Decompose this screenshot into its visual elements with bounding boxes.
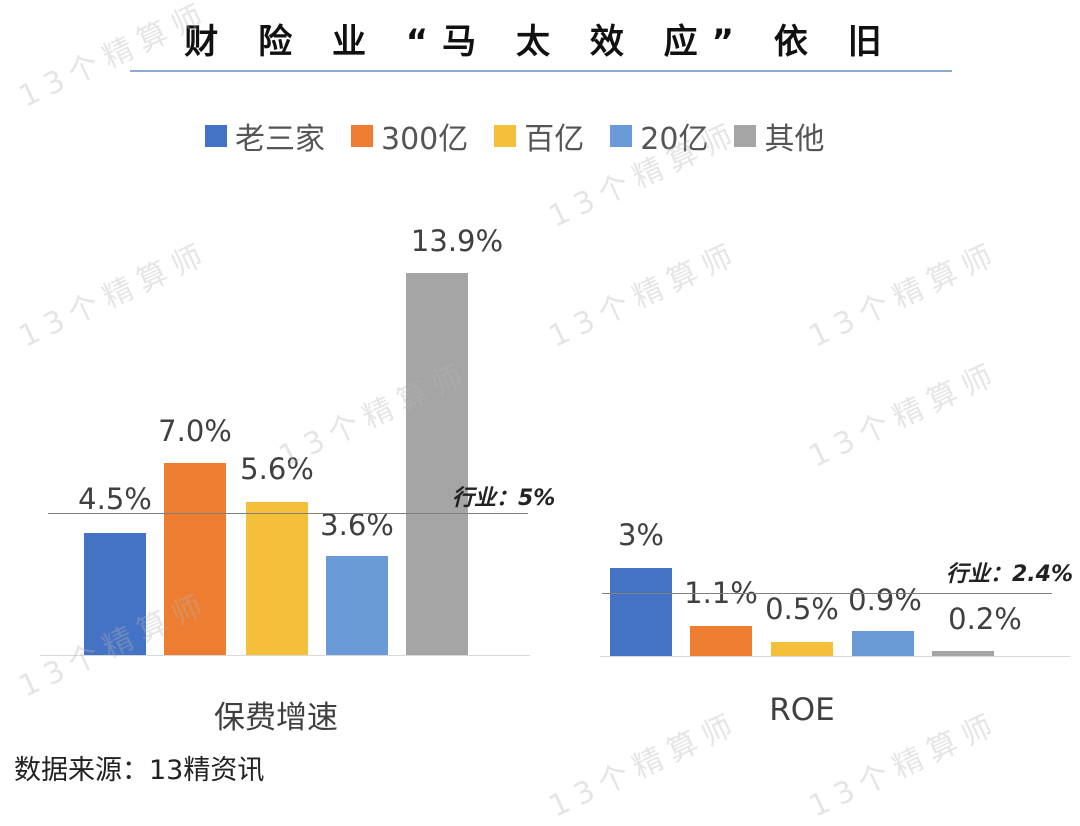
legend-label: 20亿 — [640, 122, 709, 157]
legend-item: 百亿 — [494, 114, 584, 158]
category-label: 保费增速 — [214, 700, 338, 736]
data-label: 3% — [617, 518, 664, 552]
legend-swatch — [205, 125, 227, 147]
legend-label: 百亿 — [524, 122, 585, 157]
data-label: 0.5% — [765, 592, 839, 626]
data-label: 7.0% — [158, 414, 232, 448]
data-label: 5.6% — [240, 452, 314, 486]
data-label: 4.5% — [78, 482, 152, 516]
bar-roe-big3 — [610, 568, 672, 656]
legend-swatch — [734, 125, 757, 147]
data-label: 13.9% — [410, 224, 504, 258]
watermark: 13个精算师 — [543, 235, 746, 355]
legend-label: 其他 — [764, 122, 825, 157]
bar-premium-100 — [246, 502, 308, 655]
legend-item: 其他 — [734, 114, 824, 158]
industry-reference-line — [602, 593, 1052, 594]
bar-roe-300 — [690, 626, 752, 656]
bar-roe-100 — [771, 642, 833, 656]
bar-premium-20 — [326, 556, 388, 655]
legend-swatch — [610, 125, 633, 147]
legend-item: 300亿 — [351, 114, 468, 158]
title-divider — [130, 70, 952, 72]
legend-item: 20亿 — [610, 114, 708, 158]
data-label: 0.2% — [948, 602, 1022, 636]
watermark: 13个精算师 — [13, 235, 216, 355]
chart-title: 财 险 业 “马 太 效 应” 依 旧 — [184, 22, 896, 62]
legend-item: 老三家 — [205, 114, 325, 158]
bar-roe-other — [932, 651, 994, 656]
bar-premium-300 — [164, 463, 226, 655]
watermark: 13个精算师 — [803, 355, 1006, 475]
data-source-note: 数据来源：13精资讯 — [14, 755, 265, 786]
x-axis-group-2 — [600, 656, 1070, 657]
legend-label: 300亿 — [381, 122, 469, 157]
industry-reference-label: 行业：2.4% — [946, 562, 1074, 587]
bar-premium-big3 — [84, 533, 146, 655]
data-label: 0.9% — [848, 583, 922, 617]
x-axis-group-1 — [40, 655, 530, 656]
bar-roe-20 — [852, 631, 914, 656]
legend: 老三家 300亿 百亿 20亿 其他 — [205, 114, 824, 158]
legend-label: 老三家 — [235, 122, 325, 157]
legend-swatch — [351, 125, 373, 147]
industry-reference-line — [48, 513, 528, 514]
category-label: ROE — [769, 692, 835, 728]
watermark: 13个精算师 — [803, 235, 1006, 355]
legend-swatch — [494, 125, 517, 147]
industry-reference-label: 行业：5% — [452, 486, 556, 511]
bar-premium-other — [406, 273, 468, 655]
